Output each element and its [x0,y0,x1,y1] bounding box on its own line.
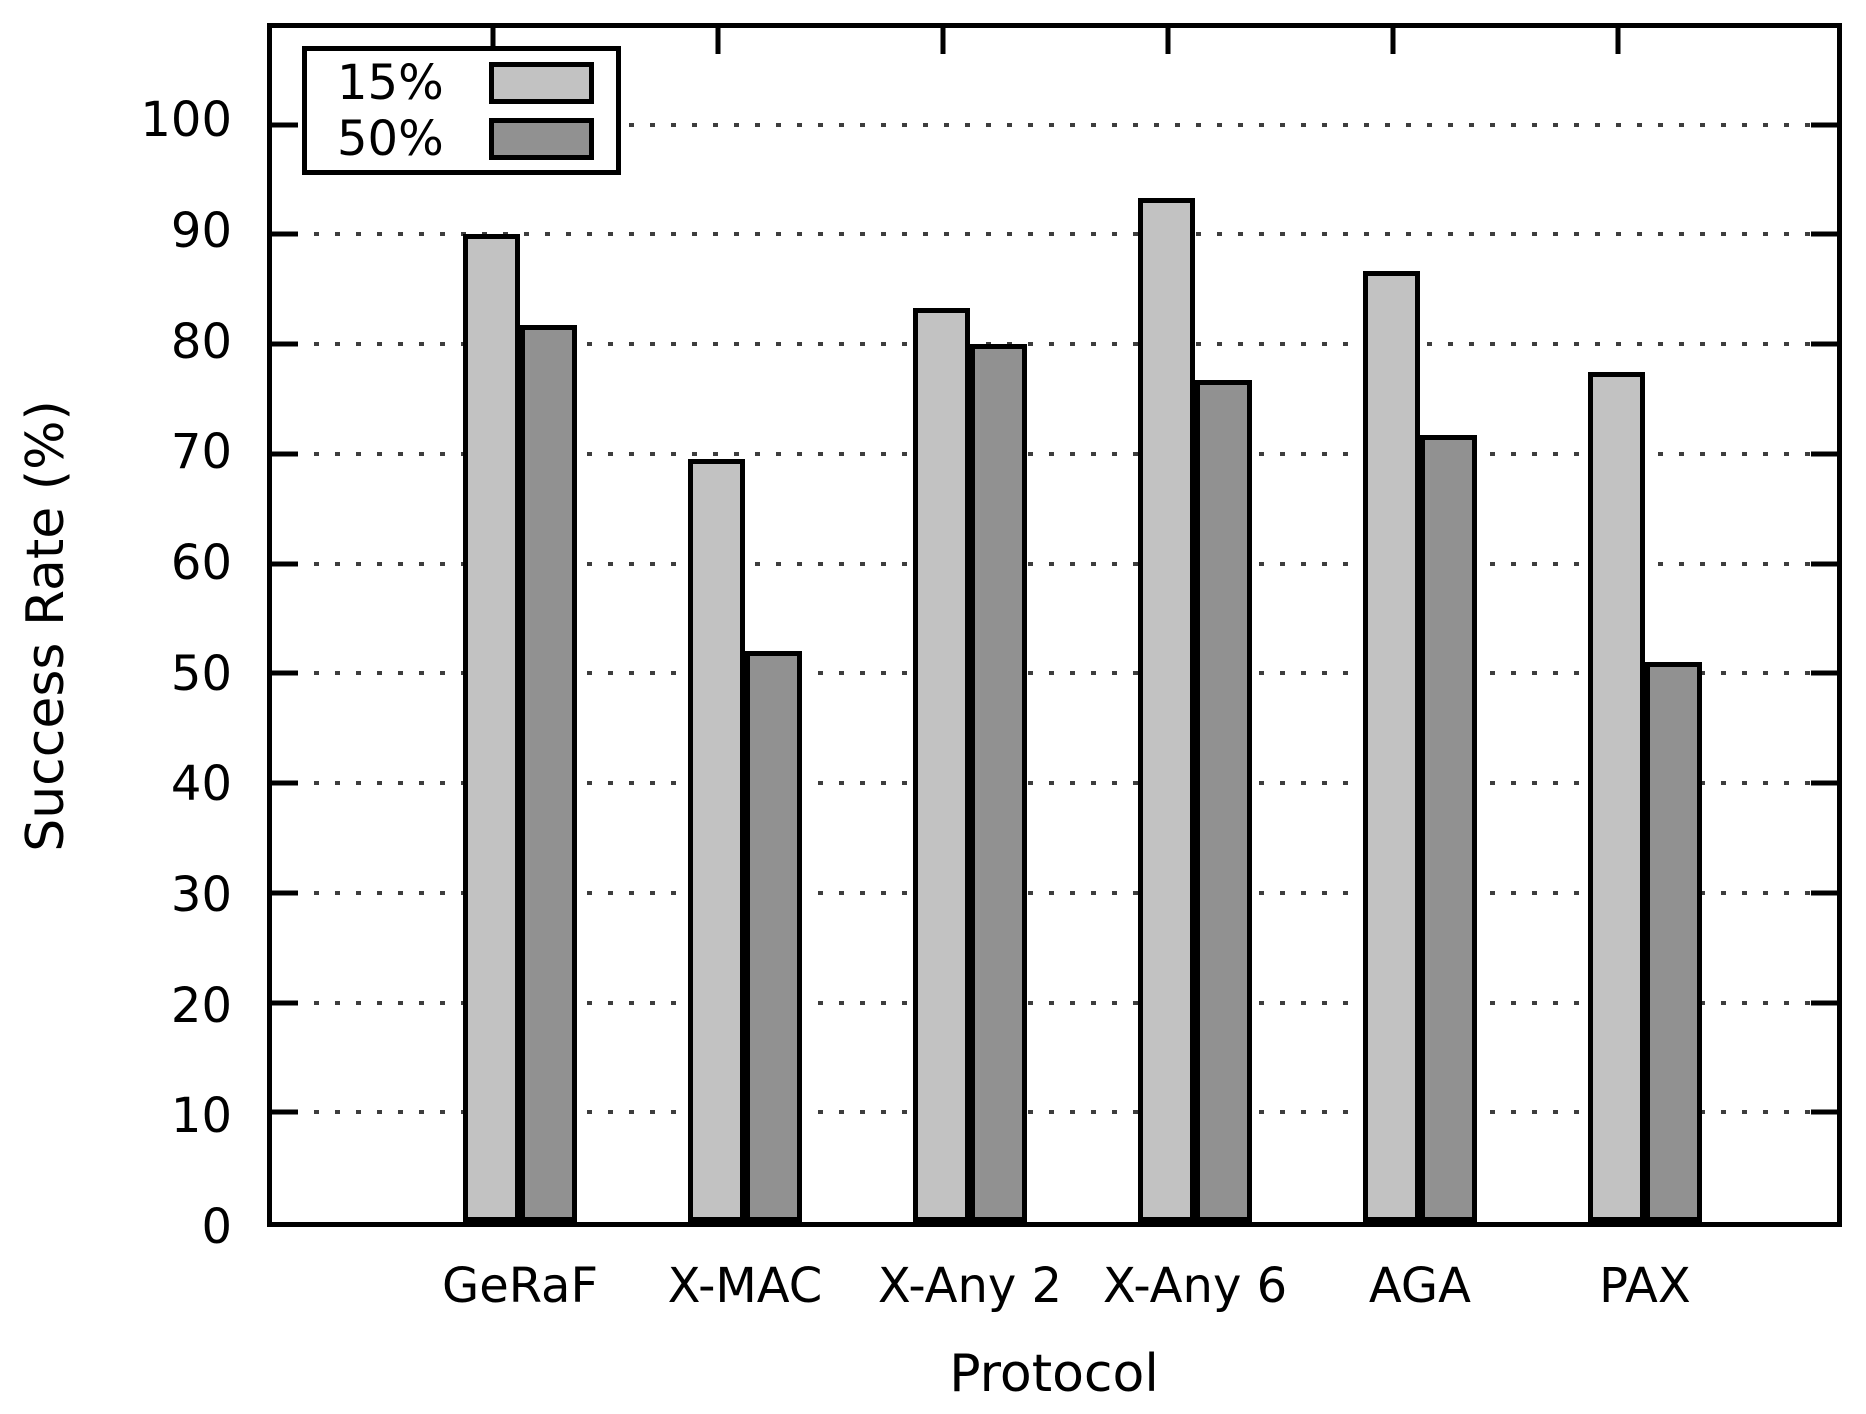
right-tick-y-100 [1811,122,1837,128]
bar-X-Any 6-15% [1138,198,1196,1222]
legend-swatch-50% [489,117,594,160]
legend-label-50%: 50% [337,110,444,167]
left-tick-y-20 [272,1000,298,1005]
bar-GeRaF-50% [520,325,578,1222]
right-tick-y-20 [1811,1000,1837,1005]
y-tick-label-10: 10 [170,1088,232,1145]
bar-X-Any 6-50% [1195,380,1253,1222]
x-axis-title: Protocol [949,1344,1159,1404]
right-tick-y-90 [1811,231,1837,237]
legend: 15% 50% [302,46,621,175]
left-tick-y-60 [272,561,298,567]
y-tick-label-90: 90 [170,203,232,260]
x-tick-label-X-Any 2: X-Any 2 [877,1258,1063,1314]
left-tick-y-10 [272,1109,298,1115]
bar-PAX-50% [1644,662,1702,1222]
left-tick-y-40 [272,780,298,786]
y-tick-label-40: 40 [170,756,232,813]
bar-X-MAC-15% [687,459,745,1222]
gridline-y-60 [272,561,1837,566]
gridline-y-70 [272,451,1837,456]
legend-swatch-15% [489,61,594,104]
legend-row-15%: 15% [307,55,616,111]
y-tick-label-0: 0 [201,1199,232,1255]
left-tick-y-90 [272,231,298,237]
top-tick-X-Any 2 [940,28,946,54]
top-tick-X-Any 6 [1165,28,1171,54]
bar-X-Any 2-15% [912,307,970,1222]
x-tick-label-GeRaF: GeRaF [442,1258,599,1314]
gridline-y-100 [272,122,1837,127]
left-tick-y-80 [272,341,298,347]
y-tick-label-80: 80 [170,313,232,370]
left-tick-y-50 [272,670,298,676]
plot-area [267,23,1842,1227]
y-tick-label-70: 70 [170,424,232,481]
x-tick-label-X-Any 6: X-Any 6 [1102,1258,1288,1314]
bar-AGA-50% [1419,435,1477,1222]
x-tick-label-X-MAC: X-MAC [667,1258,823,1314]
y-tick-label-60: 60 [170,535,232,592]
gridline-y-90 [272,232,1837,237]
top-tick-PAX [1615,28,1621,54]
right-tick-y-40 [1811,780,1837,786]
y-tick-label-30: 30 [170,867,232,923]
y-tick-label-50: 50 [170,645,232,702]
right-tick-y-60 [1811,561,1837,567]
right-tick-y-70 [1811,451,1837,457]
x-tick-label-PAX: PAX [1599,1258,1691,1314]
left-tick-y-30 [272,890,298,896]
gridline-y-30 [272,890,1837,895]
legend-label-15%: 15% [337,54,444,111]
right-tick-y-50 [1811,670,1837,676]
left-tick-y-100 [272,122,298,128]
y-axis-title: Success Rate (%) [16,400,76,852]
bar-PAX-15% [1587,371,1645,1222]
y-tick-label-20: 20 [170,977,232,1034]
right-tick-y-30 [1811,890,1837,896]
bar-X-MAC-50% [744,651,802,1222]
y-tick-label-100: 100 [140,92,232,149]
gridline-y-50 [272,671,1837,676]
right-tick-y-10 [1811,1109,1837,1115]
top-tick-X-MAC [715,28,721,54]
gridline-y-40 [272,781,1837,786]
x-tick-label-AGA: AGA [1368,1258,1471,1314]
bar-X-Any 2-50% [969,344,1027,1222]
bar-AGA-15% [1362,270,1420,1222]
gridline-y-80 [272,342,1837,347]
gridline-y-10 [272,1110,1837,1115]
left-tick-y-70 [272,451,298,457]
top-tick-AGA [1390,28,1396,54]
bar-GeRaF-15% [463,234,521,1222]
legend-row-50%: 50% [307,111,616,167]
gridline-y-20 [272,1000,1837,1005]
right-tick-y-80 [1811,341,1837,347]
top-tick-GeRaF [490,28,496,54]
